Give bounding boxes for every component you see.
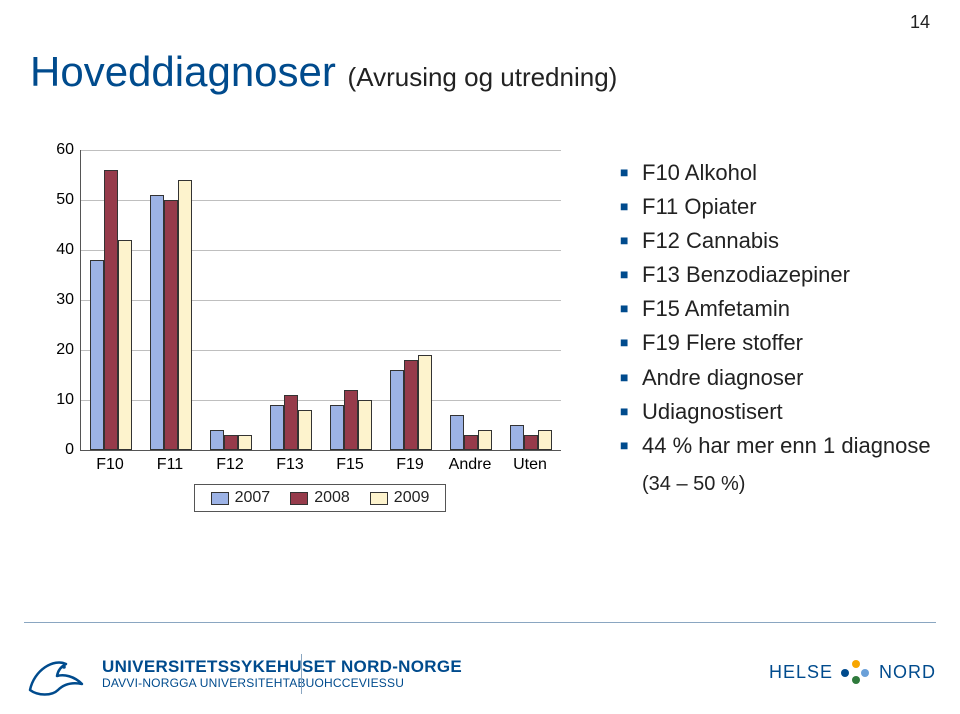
bullet-item: F19 Flere stoffer [620, 326, 950, 360]
chart-bar [510, 425, 524, 450]
bullet-item: 44 % har mer enn 1 diagnose [620, 429, 950, 463]
chart-bar [90, 260, 104, 450]
chart-plot [80, 150, 561, 451]
chart-bar [118, 240, 132, 450]
cluster-dot [852, 660, 860, 668]
footer-logo-right: HELSE NORD [769, 660, 936, 684]
legend-item: 2008 [290, 489, 350, 507]
chart-bar [358, 400, 372, 450]
footer-center-divider [301, 654, 302, 694]
chart-bar [344, 390, 358, 450]
y-axis-label: 20 [40, 341, 74, 359]
bullet-item: Udiagnostisert [620, 395, 950, 429]
chart-bar [270, 405, 284, 450]
x-axis-label: Andre [449, 456, 492, 474]
chart-bar [418, 355, 432, 450]
chart-bar [238, 435, 252, 450]
chart-bar [390, 370, 404, 450]
legend-item: 2009 [370, 489, 430, 507]
chart-bar [538, 430, 552, 450]
legend-label: 2007 [235, 489, 271, 507]
legend-label: 2009 [394, 489, 430, 507]
footer-logo-left: UNIVERSITETSSYKEHUSET NORD-NORGE DAVVI-N… [24, 648, 462, 700]
y-axis-label: 30 [40, 291, 74, 309]
x-axis-label: F15 [336, 456, 364, 474]
footer-divider [24, 622, 936, 623]
footer: UNIVERSITETSSYKEHUSET NORD-NORGE DAVVI-N… [24, 630, 936, 700]
bullet-item: F11 Opiater [620, 190, 950, 224]
chart-bar [164, 200, 178, 450]
chart-bar [150, 195, 164, 450]
bullet-item: F13 Benzodiazepiner [620, 258, 950, 292]
legend-swatch [370, 492, 388, 505]
legend-item: 2007 [211, 489, 271, 507]
chart-bar [404, 360, 418, 450]
x-axis-label: F19 [396, 456, 424, 474]
bullet-item: F15 Amfetamin [620, 292, 950, 326]
legend-swatch [211, 492, 229, 505]
y-axis-label: 40 [40, 241, 74, 259]
bird-icon [24, 648, 88, 700]
title-sub: (Avrusing og utredning) [348, 62, 618, 92]
bullet-item: Andre diagnoser [620, 361, 950, 395]
y-axis-label: 50 [40, 191, 74, 209]
chart-legend: 2007 2008 2009 [80, 484, 560, 512]
chart-bar [330, 405, 344, 450]
chart-bar [224, 435, 238, 450]
chart-bar [464, 435, 478, 450]
x-axis-label: F12 [216, 456, 244, 474]
legend-label: 2008 [314, 489, 350, 507]
y-axis-label: 0 [40, 441, 74, 459]
y-axis-label: 60 [40, 141, 74, 159]
chart-bar [298, 410, 312, 450]
x-axis-label: F13 [276, 456, 304, 474]
bullet-item: F12 Cannabis [620, 224, 950, 258]
bullet-list: F10 AlkoholF11 OpiaterF12 CannabisF13 Be… [620, 156, 950, 500]
x-axis-label: F10 [96, 456, 124, 474]
chart-bar [524, 435, 538, 450]
bullet-item: F10 Alkohol [620, 156, 950, 190]
chart-bar [284, 395, 298, 450]
page-number: 14 [910, 12, 930, 33]
org-name: UNIVERSITETSSYKEHUSET NORD-NORGE [102, 658, 462, 677]
chart-bar [450, 415, 464, 450]
bar-chart: 200720082009 0102030405060F10F11F12F13F1… [40, 150, 580, 520]
cluster-dot [852, 676, 860, 684]
chart-bar [478, 430, 492, 450]
chart-bar [104, 170, 118, 450]
page-title: Hoveddiagnoser (Avrusing og utredning) [30, 48, 617, 96]
nord-label: NORD [879, 662, 936, 683]
cluster-dot [841, 669, 849, 677]
org-sami-name: DAVVI-NORGGA UNIVERSITEHTABUOHCCEVIESSU [102, 677, 462, 690]
legend-swatch [290, 492, 308, 505]
x-axis-label: Uten [513, 456, 547, 474]
chart-bar [178, 180, 192, 450]
x-axis-label: F11 [157, 456, 183, 474]
helse-label: HELSE [769, 662, 833, 683]
chart-bar [210, 430, 224, 450]
y-axis-label: 10 [40, 391, 74, 409]
title-main: Hoveddiagnoser [30, 48, 336, 95]
cluster-dot [861, 669, 869, 677]
dot-cluster-icon [841, 660, 871, 684]
bullet-subnote: (34 – 50 %) [620, 469, 950, 500]
